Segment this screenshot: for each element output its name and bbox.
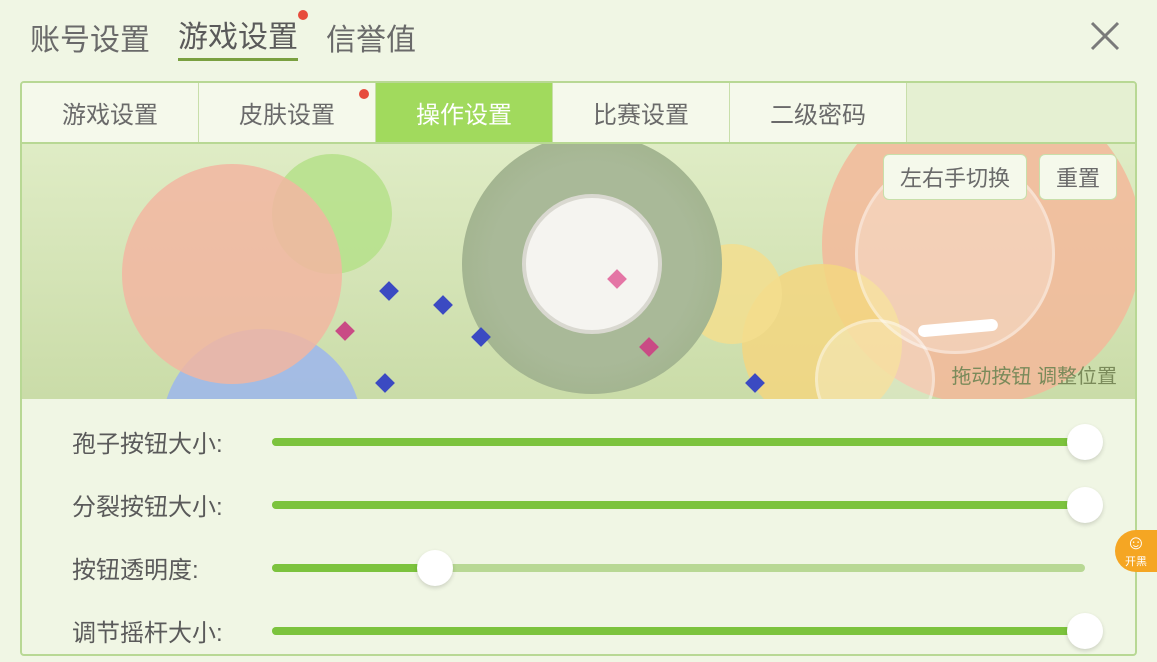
tab-label: 游戏设置 (62, 102, 158, 129)
slider-row: 调节摇杆大小: (72, 613, 1085, 648)
slider-thumb[interactable] (1067, 424, 1103, 460)
team-up-widget[interactable]: ☺ 开黑 (1115, 530, 1157, 572)
notification-dot-icon (359, 89, 369, 99)
tab-label: 操作设置 (416, 102, 512, 129)
split-line-icon (918, 319, 999, 338)
tab-skin-settings[interactable]: 皮肤设置 (199, 83, 376, 142)
pellet-icon (433, 295, 453, 315)
settings-panel: 游戏设置 皮肤设置 操作设置 比赛设置 二级密码 左右手切换 重置 拖动按钮 调… (20, 81, 1137, 656)
slider-fill (272, 627, 1085, 635)
top-nav-label: 账号设置 (30, 24, 150, 57)
close-icon[interactable] (1088, 18, 1122, 63)
tab-label: 皮肤设置 (239, 102, 335, 129)
tab-second-password[interactable]: 二级密码 (730, 83, 907, 142)
slider-label: 调节摇杆大小: (72, 613, 272, 648)
slider-thumb[interactable] (417, 550, 453, 586)
reset-button[interactable]: 重置 (1039, 154, 1117, 200)
drag-hint-text: 拖动按钮 调整位置 (951, 360, 1117, 389)
pellet-icon (379, 281, 399, 301)
joystick-inner-icon (522, 194, 662, 334)
top-nav-game[interactable]: 游戏设置 (178, 12, 298, 61)
slider-track[interactable] (272, 438, 1085, 446)
top-nav-reputation[interactable]: 信誉值 (326, 15, 416, 59)
slider-track[interactable] (272, 564, 1085, 572)
top-nav-label: 游戏设置 (178, 21, 298, 54)
notification-dot-icon (298, 10, 308, 20)
sub-tabs: 游戏设置 皮肤设置 操作设置 比赛设置 二级密码 (22, 83, 1135, 144)
slider-label: 分裂按钮大小: (72, 487, 272, 522)
slider-label: 按钮透明度: (72, 550, 272, 585)
pellet-icon (375, 373, 395, 393)
top-nav-label: 信誉值 (326, 24, 416, 57)
joystick-handle[interactable] (462, 144, 722, 394)
slider-row: 按钮透明度: (72, 550, 1085, 585)
control-preview: 左右手切换 重置 拖动按钮 调整位置 (22, 144, 1135, 399)
tab-label: 二级密码 (770, 102, 866, 129)
slider-row: 孢子按钮大小: (72, 424, 1085, 459)
top-nav: 账号设置 游戏设置 信誉值 (0, 0, 1157, 73)
slider-thumb[interactable] (1067, 613, 1103, 649)
slider-track[interactable] (272, 627, 1085, 635)
slider-track[interactable] (272, 501, 1085, 509)
sliders-section: 孢子按钮大小: 分裂按钮大小: 按钮透明度: 调节摇杆大小: (22, 399, 1135, 648)
slider-thumb[interactable] (1067, 487, 1103, 523)
tab-match-settings[interactable]: 比赛设置 (553, 83, 730, 142)
smile-icon: ☺ (1126, 533, 1146, 553)
team-up-label: 开黑 (1125, 553, 1147, 569)
tab-game-settings[interactable]: 游戏设置 (22, 83, 199, 142)
tab-control-settings[interactable]: 操作设置 (376, 83, 553, 142)
slider-fill (272, 501, 1085, 509)
top-nav-account[interactable]: 账号设置 (30, 15, 150, 59)
tab-label: 比赛设置 (593, 102, 689, 129)
slider-fill (272, 564, 435, 572)
pellet-icon (335, 321, 355, 341)
slider-label: 孢子按钮大小: (72, 424, 272, 459)
switch-hand-button[interactable]: 左右手切换 (883, 154, 1027, 200)
bg-circle-icon (122, 164, 342, 384)
slider-fill (272, 438, 1085, 446)
slider-row: 分裂按钮大小: (72, 487, 1085, 522)
